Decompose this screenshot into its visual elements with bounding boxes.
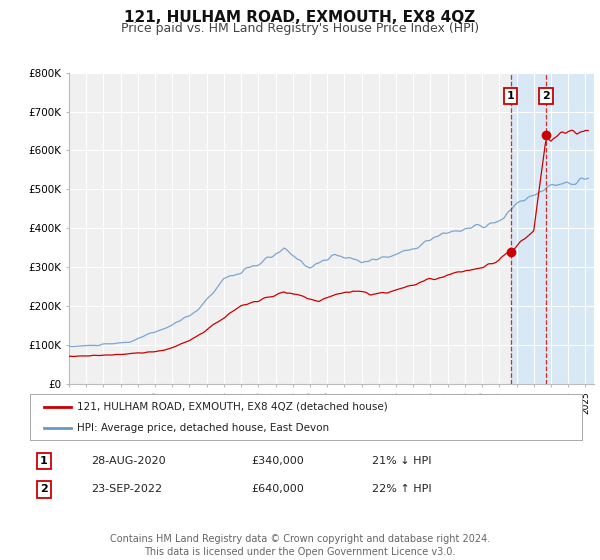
Bar — [511, 73, 594, 384]
Text: 121, HULHAM ROAD, EXMOUTH, EX8 4QZ (detached house): 121, HULHAM ROAD, EXMOUTH, EX8 4QZ (deta… — [77, 402, 388, 412]
Text: £340,000: £340,000 — [251, 456, 304, 466]
Text: 121, HULHAM ROAD, EXMOUTH, EX8 4QZ: 121, HULHAM ROAD, EXMOUTH, EX8 4QZ — [124, 10, 476, 25]
Text: HPI: Average price, detached house, East Devon: HPI: Average price, detached house, East… — [77, 423, 329, 433]
Text: 22% ↑ HPI: 22% ↑ HPI — [372, 484, 432, 494]
Text: 2: 2 — [40, 484, 47, 494]
Text: 23-SEP-2022: 23-SEP-2022 — [91, 484, 162, 494]
Text: Price paid vs. HM Land Registry's House Price Index (HPI): Price paid vs. HM Land Registry's House … — [121, 22, 479, 35]
Text: Contains HM Land Registry data © Crown copyright and database right 2024.
This d: Contains HM Land Registry data © Crown c… — [110, 534, 490, 557]
Text: £640,000: £640,000 — [251, 484, 304, 494]
Text: 1: 1 — [40, 456, 47, 466]
Text: 28-AUG-2020: 28-AUG-2020 — [91, 456, 166, 466]
Text: 2: 2 — [542, 91, 550, 101]
Text: 1: 1 — [506, 91, 514, 101]
Text: 21% ↓ HPI: 21% ↓ HPI — [372, 456, 432, 466]
